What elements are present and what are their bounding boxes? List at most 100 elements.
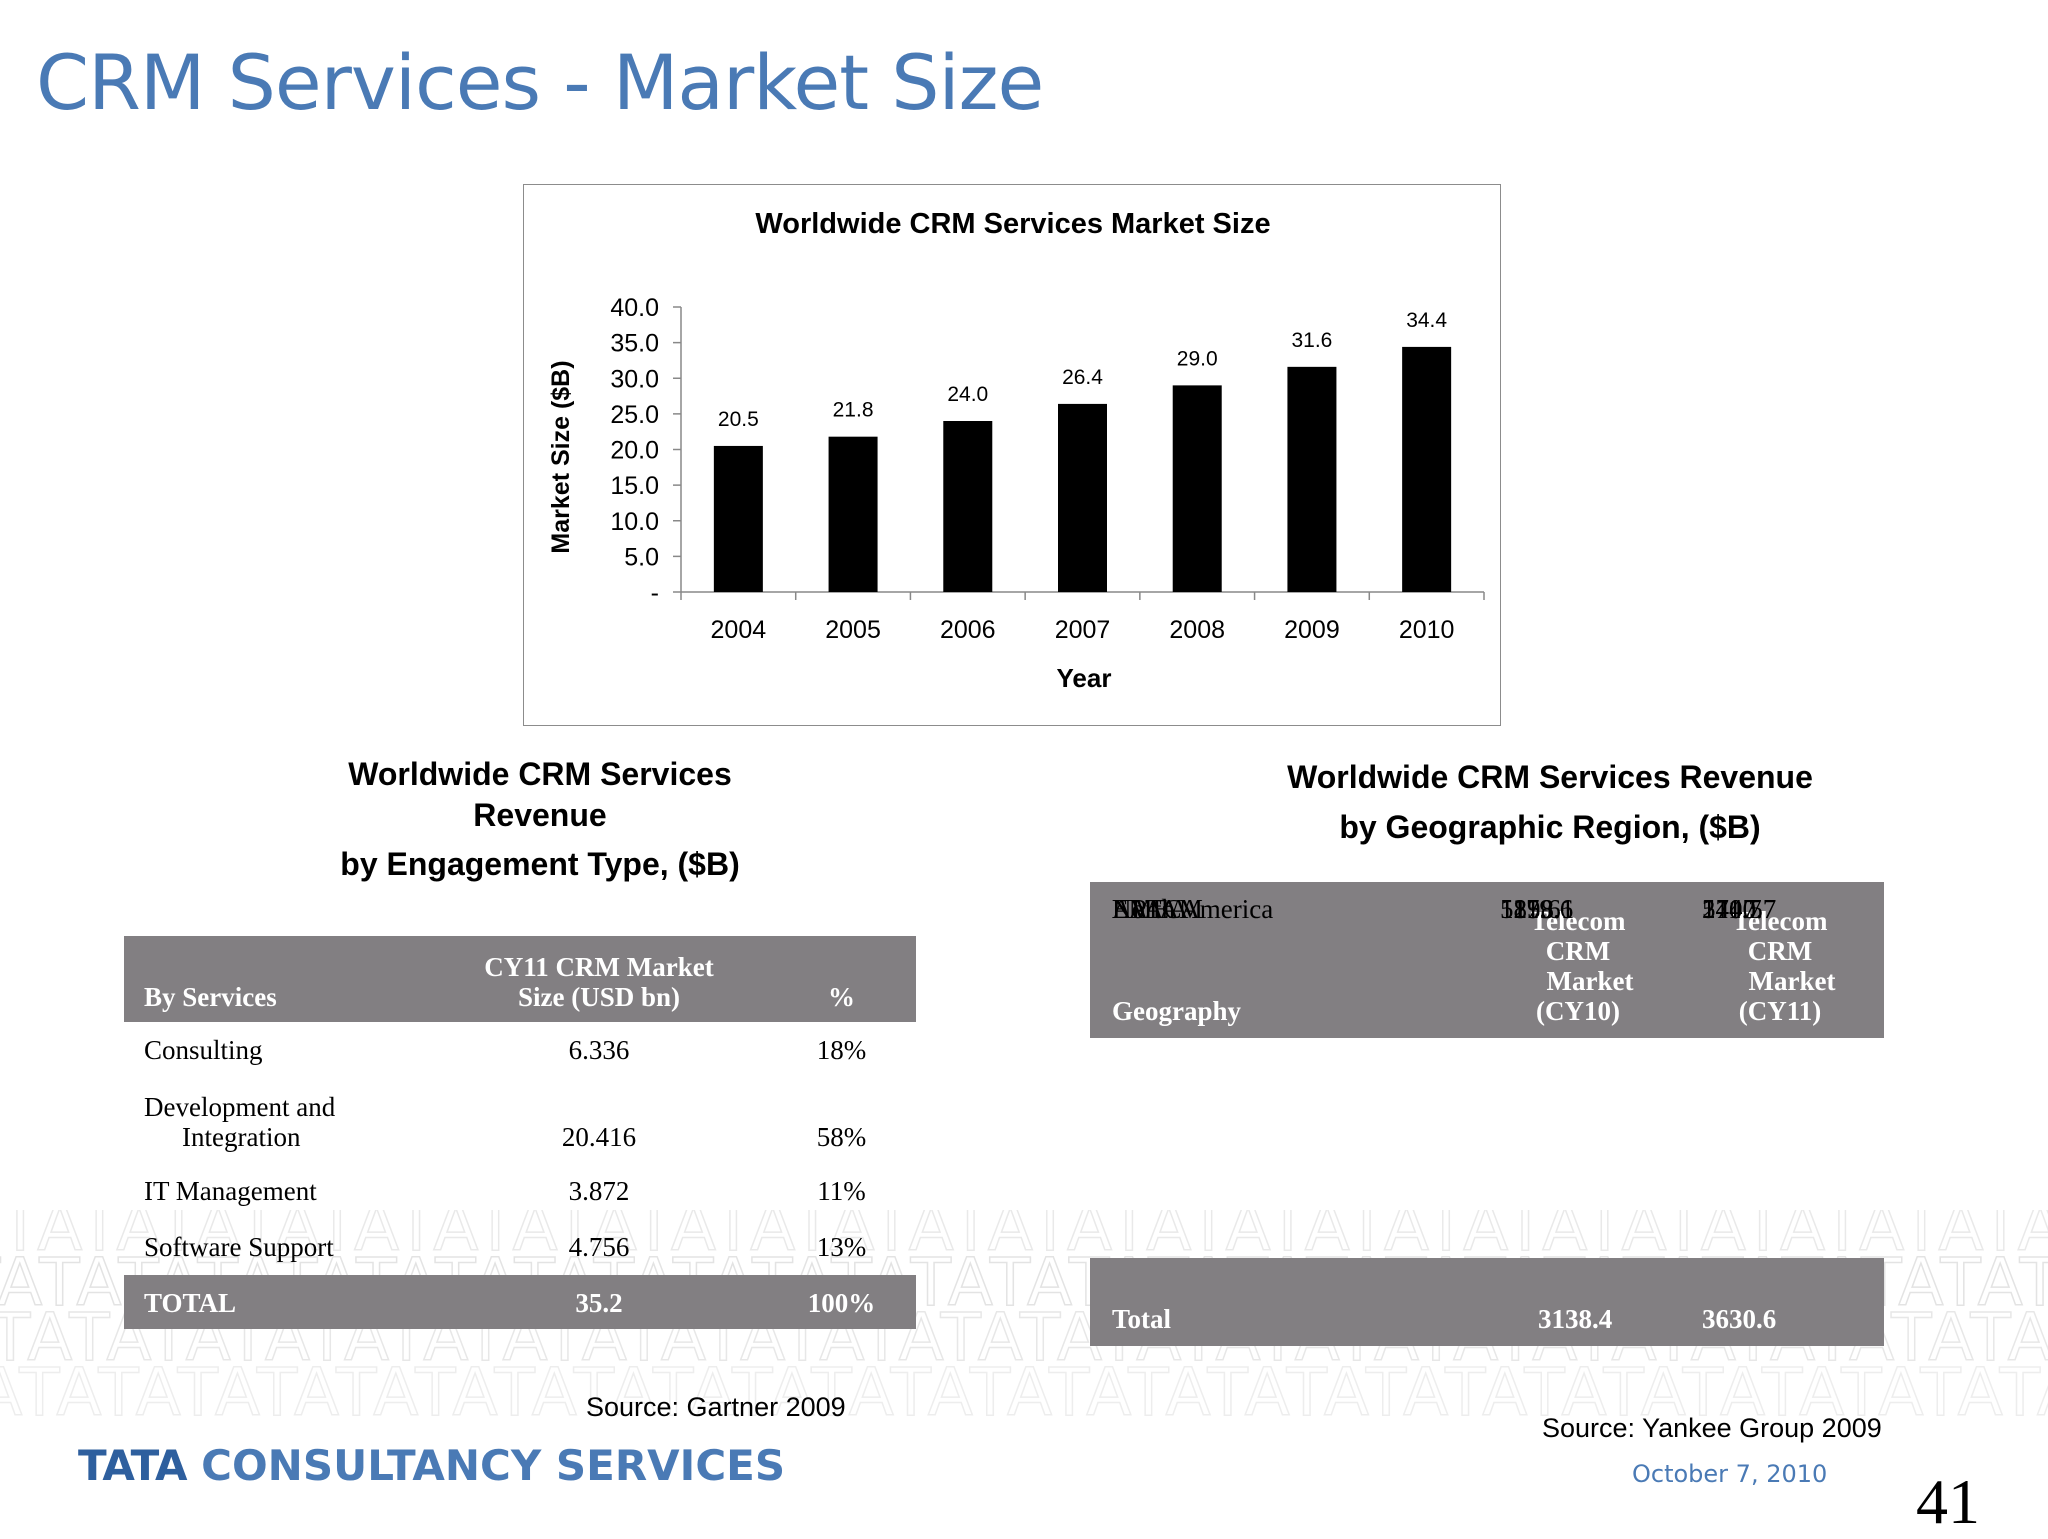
chart-data-label: 21.8 [833,399,874,422]
chart-data-label: 34.4 [1406,309,1447,332]
chart-bar [943,421,993,592]
chart-title: Worldwide CRM Services Market Size [755,208,1270,240]
row-cy11: 1400.7 [1702,894,1777,924]
chart-y-tick-label: 10.0 [610,508,659,536]
chart-bar [1172,385,1222,592]
header-cy11-line2: CRM [1747,936,1813,966]
tcs-logo: TATA CONSULTANCY SERVICES [78,1441,785,1490]
gartner-source: Source: Gartner 2009 [586,1392,846,1422]
row-percent: 13% [816,1232,867,1262]
tcs-logo-name: CONSULTANCY SERVICES [201,1441,786,1490]
geography-table-title: Worldwide CRM Services Revenue by Geogra… [1200,752,1900,852]
chart-x-tick-label: 2006 [940,616,996,644]
row-service: Development and Integration [144,1092,335,1152]
geography-table-header: Geography Telecom CRM Market (CY10) Tele… [1090,882,1884,1038]
header-cy10-line2: CRM [1545,936,1611,966]
header-by-services: By Services [144,982,277,1012]
chart-data-label: 20.5 [718,408,759,431]
slide-title: CRM Services - Market Size [36,38,1044,127]
chart-y-tick-label: 30.0 [610,365,659,393]
chart-canvas: Worldwide CRM Services Market Size Marke… [547,208,1485,693]
chart-x-tick-label: 2008 [1169,616,1225,644]
row-region: North America [1112,894,1274,924]
header-cy10-line4: (CY10) [1536,996,1620,1026]
row-region: LATAM [1112,894,1203,924]
header-cy10-line1: Telecom [1530,906,1626,936]
header-market-size-line1: CY11 CRM Market [484,952,714,982]
watermark-row: TATATATATATATATATATATATATATATATATATATATA… [0,1210,2048,1266]
total-label: Total [1112,1304,1172,1334]
header-market-size-line2: Size (USD bn) [517,982,680,1012]
row-cy10: 1258.1 [1500,894,1575,924]
table-row: Development and Integration 20.416 58% [124,1078,916,1164]
engagement-title-line2: Revenue [473,797,607,833]
header-cy11-line3: Market [1748,966,1836,996]
table-row: LATAM 189.6 211.7 [1090,894,1884,1258]
engagement-table-header: By Services CY11 CRM Market Size (USD bn… [124,936,916,1022]
chart-y-axis-label: Market Size ($B) [547,360,575,553]
chart-data-label: 26.4 [1062,366,1103,389]
chart-x-tick-label: 2009 [1284,616,1340,644]
slide-date: October 7, 2010 [1632,1460,1828,1488]
row-cy10: 189.6 [1500,894,1561,924]
row-size: 4.756 [568,1232,630,1262]
row-service: IT Management [144,1176,317,1206]
geography-title-line1: Worldwide CRM Services Revenue [1287,759,1813,795]
chart-bar [828,436,878,592]
row-size: 6.336 [568,1035,630,1065]
row-size: 20.416 [561,1122,637,1152]
chart-x-axis-label: Year [1057,663,1112,693]
chart-data-label: 31.6 [1291,329,1332,352]
row-service-line1: Development and [144,1092,336,1122]
tcs-logo-brand: TATA [78,1441,188,1490]
table-row: IT Management 3.872 11% [124,1164,916,1219]
table-row: Software Support 4.756 13% [124,1219,916,1275]
row-percent: 18% [816,1035,867,1065]
chart-bar [1058,403,1107,592]
total-label: TOTAL [144,1288,237,1318]
row-cy11: 1447.7 [1702,894,1777,924]
chart-plot-area: - 5.0 10.0 15.0 20.0 25.0 30.0 35.0 40.0 20.5 2004… [610,294,1485,644]
yankee-source: Source: Yankee Group 2009 [1542,1413,1882,1443]
header-percent: % [828,982,855,1012]
header-telecom-cy11: Telecom CRM Market (CY11) [1680,906,1880,1026]
table-row: North America 1258.1 1447.7 [1090,894,1884,1093]
row-region: EMEA [1112,894,1189,924]
chart-x-tick-label: 2007 [1055,616,1111,644]
header-market-size: CY11 CRM Market Size (USD bn) [439,952,759,1012]
chart-bar [1402,346,1452,592]
row-cy11: 570.5 [1702,894,1763,924]
chart-x-tick-label: 2010 [1399,616,1455,644]
chart-y-tick-label: 40.0 [610,294,659,322]
header-telecom-cy10: Telecom CRM Market (CY10) [1478,906,1678,1026]
row-size: 3.872 [568,1176,630,1206]
chart-data-label: 24.0 [947,383,988,406]
row-cy10: 511 [1500,894,1540,924]
total-percent: 100% [807,1288,876,1318]
row-percent: 58% [816,1122,867,1152]
watermark-row: TATATATATATATATATATATATATATATATATATATATA… [0,1354,2048,1430]
row-cy11: 211.7 [1702,894,1762,924]
chart-data-label: 29.0 [1177,347,1218,370]
chart-x-tick-label: 2005 [825,616,881,644]
geography-table: Geography Telecom CRM Market (CY10) Tele… [1090,882,1884,1346]
header-geography: Geography [1112,996,1242,1026]
row-percent: 11% [817,1176,866,1206]
geography-total-row: Total 3138.4 3630.6 [1090,1258,1884,1346]
chart-x-tick-label: 2004 [711,616,767,644]
table-row: APAC 511 570.5 [1090,894,1884,1148]
header-cy11-line4: (CY11) [1738,996,1822,1026]
engagement-total-row: TOTAL 35.2 100% [124,1275,916,1329]
engagement-title-line3: by Engagement Type, ($B) [340,846,740,882]
engagement-title-line1: Worldwide CRM Services [348,756,732,792]
geography-title-line2: by Geographic Region, ($B) [1339,809,1761,845]
chart-y-tick-label: 25.0 [610,401,659,429]
chart-y-tick-label: 5.0 [624,543,659,571]
row-service: Software Support [144,1232,334,1262]
row-service: Consulting [144,1035,263,1065]
table-row: EMEA 1179.6 1400.7 [1090,894,1884,1203]
chart-bar [713,445,763,592]
chart-bar [1287,366,1337,592]
row-region: APAC [1112,894,1182,924]
table-row: Consulting 6.336 18% [124,1022,916,1078]
